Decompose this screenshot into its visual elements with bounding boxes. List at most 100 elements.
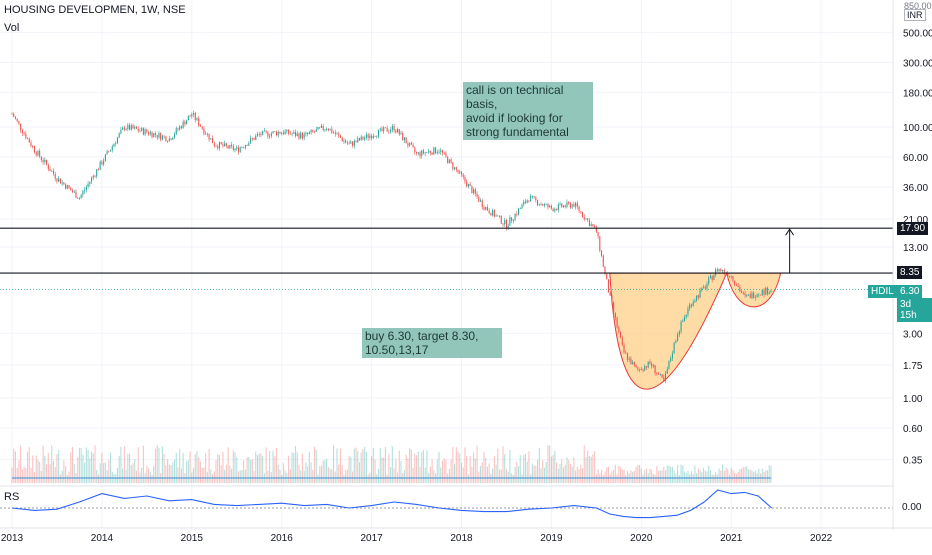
volume-bar <box>730 467 732 483</box>
currency-button[interactable]: INR <box>904 9 926 21</box>
volume-bar <box>282 462 284 483</box>
candle-body <box>322 125 324 130</box>
volume-bar <box>409 448 411 483</box>
candle-body <box>71 190 74 193</box>
candle-body <box>42 160 44 163</box>
candle-body <box>746 294 748 296</box>
volume-bar <box>443 458 445 483</box>
volume-bar <box>123 446 125 483</box>
candle-body <box>101 161 103 165</box>
candle-body <box>256 134 259 136</box>
candle-body <box>75 191 77 198</box>
volume-bar <box>690 471 692 483</box>
candle-body <box>364 137 366 140</box>
volume-bar <box>429 466 431 483</box>
candle-body <box>16 118 18 122</box>
volume-bar <box>630 470 632 483</box>
candle-body <box>447 156 449 164</box>
candle-body <box>390 129 392 132</box>
candle-body <box>142 128 144 135</box>
candle-body <box>319 127 321 128</box>
volume-bar <box>284 470 286 483</box>
y-tick-label: 0.35 <box>903 456 923 467</box>
candle-body <box>694 300 696 303</box>
candle-body <box>742 292 744 294</box>
candle-body <box>122 127 124 130</box>
volume-bar <box>391 446 393 483</box>
candle-body <box>485 207 487 210</box>
candle-body <box>275 131 278 136</box>
volume-bar <box>683 471 686 483</box>
candle-body <box>559 203 561 205</box>
candle-body <box>149 132 151 135</box>
volume-bar <box>217 454 219 483</box>
candle-body <box>407 143 409 146</box>
candle-body <box>352 141 354 146</box>
volume-bar <box>256 455 259 483</box>
candle-body <box>683 317 686 321</box>
volume-bar <box>39 461 41 483</box>
volume-bar <box>333 445 335 483</box>
volume-bar <box>341 465 343 483</box>
candle-body <box>561 203 563 208</box>
volume-bar <box>614 464 616 483</box>
candle-body <box>161 135 163 140</box>
candle-body <box>274 131 276 133</box>
candle-body <box>189 116 191 117</box>
candle-body <box>305 132 307 134</box>
volume-bar <box>267 470 269 483</box>
candle-body <box>716 269 718 272</box>
volume-bar <box>77 456 79 483</box>
volume-bar <box>307 466 309 483</box>
candle-body <box>250 137 252 143</box>
volume-bar <box>528 451 530 483</box>
volume-bar <box>336 448 338 483</box>
candle-body <box>537 200 539 206</box>
volume-bar <box>462 467 464 483</box>
candle-body <box>92 175 94 178</box>
volume-bar <box>611 471 613 483</box>
candle-body <box>168 138 170 142</box>
volume-bar <box>455 447 457 483</box>
candle-body <box>516 213 518 215</box>
candle-body <box>211 138 214 144</box>
candle-body <box>666 369 668 374</box>
candle-body <box>213 143 215 146</box>
candle-body <box>557 204 559 211</box>
volume-bar <box>234 452 236 483</box>
candle-body <box>130 125 132 130</box>
candle-body <box>70 187 72 191</box>
volume-bar <box>258 453 260 483</box>
volume-bar <box>44 455 46 483</box>
volume-bar <box>154 448 157 483</box>
volume-bar <box>509 449 511 483</box>
volume-bar <box>237 471 240 483</box>
volume-bar <box>457 451 459 483</box>
candle-body <box>535 197 537 201</box>
candle-body <box>30 142 32 147</box>
volume-bar <box>186 461 188 483</box>
candle-body <box>479 200 482 202</box>
candle-body <box>443 152 445 154</box>
candle-body <box>267 131 269 137</box>
candle-body <box>20 123 22 130</box>
volume-bar <box>244 469 246 483</box>
volume-bar <box>713 474 715 483</box>
candle-body <box>383 127 385 132</box>
volume-bar <box>315 450 317 483</box>
volume-bar <box>583 445 585 483</box>
candle-body <box>371 135 373 139</box>
volume-bar <box>410 449 412 483</box>
volume-bar <box>673 470 675 483</box>
candle-body <box>435 147 437 154</box>
candle-body <box>718 268 720 272</box>
candle-body <box>279 131 281 134</box>
candle-body <box>108 151 110 153</box>
volume-bar <box>680 464 682 483</box>
volume-bar <box>549 445 551 483</box>
volume-bar <box>727 468 729 483</box>
candle-body <box>554 208 556 212</box>
volume-bar <box>722 464 724 483</box>
candle-body <box>618 327 620 333</box>
